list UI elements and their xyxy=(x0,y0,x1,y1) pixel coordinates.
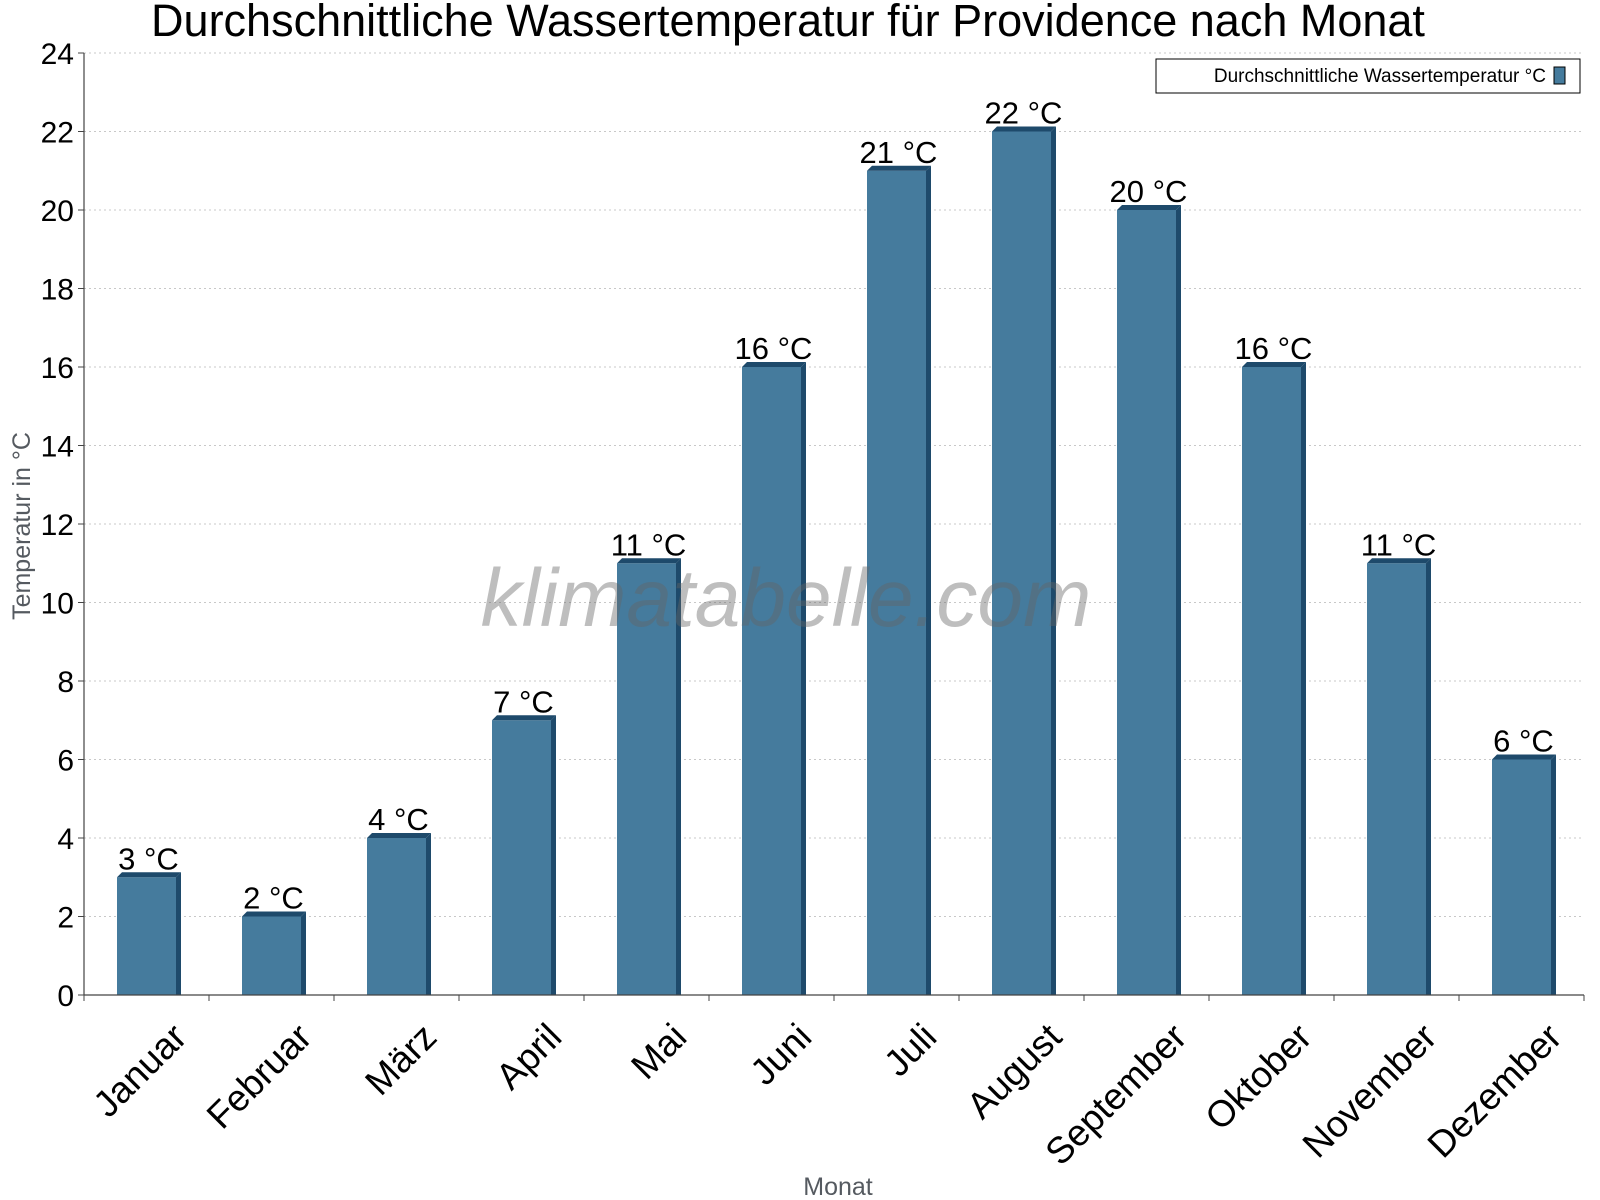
bar-value-label: 11 °C xyxy=(611,527,687,562)
y-axis-label: Temperatur in °C xyxy=(8,432,36,620)
bar xyxy=(617,563,676,995)
bar-side xyxy=(426,833,431,995)
bar xyxy=(742,367,801,995)
bar-top xyxy=(1492,754,1556,760)
chart-title: Durchschnittliche Wassertemperatur für P… xyxy=(151,0,1425,46)
bar-side xyxy=(1301,362,1306,995)
bar-value-label: 22 °C xyxy=(985,96,1063,131)
bar xyxy=(867,170,926,995)
bar xyxy=(492,720,551,995)
axes xyxy=(78,52,1585,1001)
y-tick-label: 16 xyxy=(41,352,74,385)
y-tick-label: 8 xyxy=(57,666,74,699)
bar-value-label: 7 °C xyxy=(493,684,554,719)
bar-side xyxy=(551,715,556,995)
bar-top xyxy=(617,558,681,564)
bar-side xyxy=(676,558,681,995)
bar-top xyxy=(742,362,806,367)
y-tick-label: 14 xyxy=(41,431,74,464)
legend-label: Durchschnittliche Wassertemperatur °C xyxy=(1214,66,1546,87)
bar-side xyxy=(1551,754,1556,995)
bar xyxy=(1242,367,1301,995)
bar-top xyxy=(492,715,556,721)
y-tick-label: 4 xyxy=(57,823,74,856)
y-tick-label: 24 xyxy=(41,38,74,71)
bar-side xyxy=(1051,126,1056,995)
bar-side xyxy=(176,872,181,995)
bars xyxy=(117,126,1556,995)
bar-side xyxy=(801,362,806,995)
bar-value-label: 2 °C xyxy=(243,881,304,916)
bar-value-label: 11 °C xyxy=(1361,527,1437,562)
y-tick-label: 0 xyxy=(57,980,74,1013)
legend-swatch xyxy=(1553,66,1566,85)
bar-value-label: 16 °C xyxy=(735,331,813,366)
bar xyxy=(992,131,1051,995)
y-tick-label: 12 xyxy=(41,509,74,542)
value-labels: 3 °C 2 °C 4 °C 7 °C 11 °C 16 °C 21 °C 22 °C 20 °… xyxy=(118,96,1554,916)
bar-top xyxy=(1367,558,1431,564)
bar-side xyxy=(926,165,931,995)
bar-side xyxy=(1176,205,1181,995)
watermark: klimatabelle.com xyxy=(481,553,1092,644)
y-tick-label: 2 xyxy=(57,902,74,935)
bar-value-label: 6 °C xyxy=(1493,724,1554,759)
bar-value-label: 16 °C xyxy=(1235,331,1313,366)
bar-top xyxy=(992,126,1056,132)
legend-box xyxy=(1155,58,1581,94)
bar-top xyxy=(1117,205,1181,210)
bar-top xyxy=(367,833,431,838)
grid xyxy=(84,52,1584,917)
bar-top xyxy=(1242,362,1306,367)
y-tick-label: 18 xyxy=(41,274,74,307)
bar-value-label: 21 °C xyxy=(860,135,938,170)
bar-top xyxy=(242,911,306,917)
y-tick-label: 6 xyxy=(57,745,74,778)
bar-side xyxy=(1426,558,1431,995)
bar xyxy=(1367,563,1426,995)
bar xyxy=(1117,210,1176,995)
bar-value-label: 4 °C xyxy=(368,802,429,837)
bar-value-label: 3 °C xyxy=(118,841,179,876)
legend: Durchschnittliche Wassertemperatur °C xyxy=(1155,58,1581,94)
bar xyxy=(367,838,426,995)
y-tick-label: 20 xyxy=(41,195,74,228)
bar xyxy=(117,877,176,995)
y-tick-label: 22 xyxy=(41,117,74,150)
bar xyxy=(1492,759,1551,995)
x-axis-label: Monat xyxy=(803,1173,873,1200)
bar-top xyxy=(117,872,181,878)
bar-value-label: 20 °C xyxy=(1110,174,1188,209)
y-tick-label: 10 xyxy=(41,588,74,621)
bar-side xyxy=(301,911,306,995)
bar-top xyxy=(867,165,931,171)
bar xyxy=(242,916,301,995)
